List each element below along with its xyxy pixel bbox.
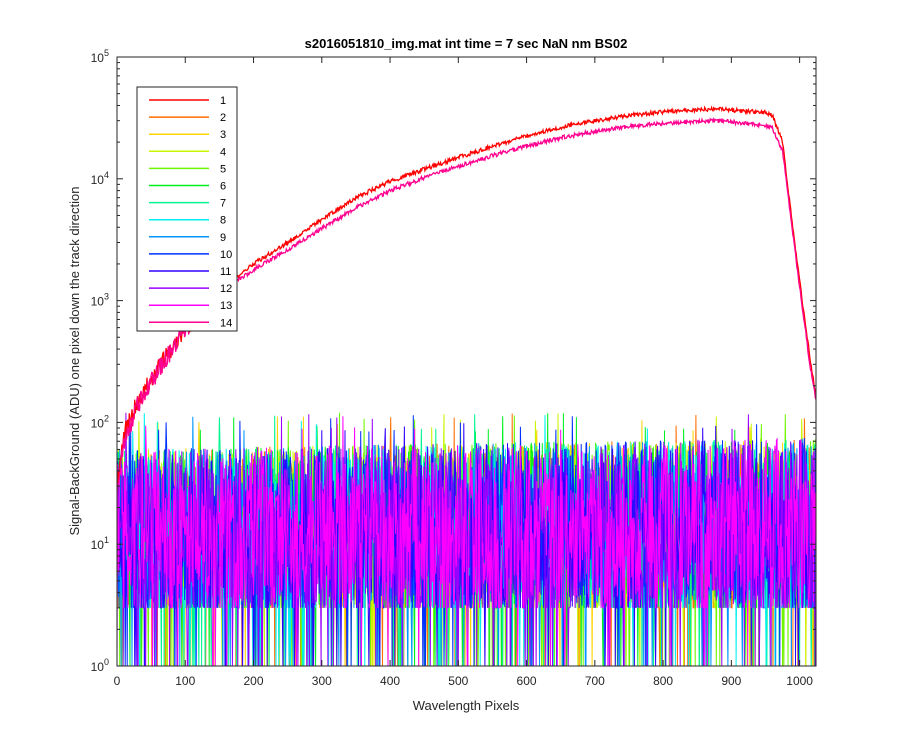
y-tick-label: 105	[91, 48, 109, 65]
legend-label-7: 7	[220, 198, 226, 210]
x-axis: 0 100 200 300 400 500 600 700 800 900 1000	[114, 57, 813, 688]
y-tick-label: 104	[91, 170, 109, 187]
x-tick-label: 700	[585, 674, 605, 688]
x-tick-label: 300	[312, 674, 332, 688]
x-tick-label: 900	[721, 674, 741, 688]
legend-box	[136, 86, 238, 332]
y-tick-label: 101	[91, 535, 109, 552]
x-tick-label: 500	[448, 674, 468, 688]
y-tick-label: 102	[91, 413, 109, 430]
x-tick-label: 1000	[786, 674, 813, 688]
x-tick-label: 600	[517, 674, 537, 688]
x-tick-label: 0	[114, 674, 121, 688]
legend-label-3: 3	[220, 129, 226, 141]
legend-label-6: 6	[220, 181, 226, 193]
legend-label-5: 5	[220, 163, 226, 175]
y-axis-label: Signal-BackGround (ADU) one pixel down t…	[67, 186, 82, 535]
x-tick-label: 800	[653, 674, 673, 688]
legend-label-13: 13	[220, 300, 232, 312]
legend-label-12: 12	[220, 283, 232, 295]
x-tick-label: 100	[175, 674, 195, 688]
legend-label-4: 4	[220, 146, 226, 158]
legend-label-11: 11	[220, 266, 231, 278]
legend-label-14: 14	[220, 317, 232, 329]
x-tick-label: 400	[380, 674, 400, 688]
series-line-13	[117, 416, 816, 666]
legend-label-2: 2	[220, 112, 226, 124]
legend-label-1: 1	[220, 95, 226, 107]
legend-label-10: 10	[220, 249, 232, 261]
y-tick-label: 103	[91, 292, 109, 309]
y-tick-label: 100	[91, 657, 109, 674]
x-tick-label: 200	[244, 674, 264, 688]
legend-label-9: 9	[220, 232, 226, 244]
legend-label-8: 8	[220, 215, 226, 227]
chart-title: s2016051810_img.mat int time = 7 sec NaN…	[305, 36, 628, 51]
plot-frame	[116, 56, 817, 667]
x-axis-label: Wavelength Pixels	[413, 698, 520, 713]
